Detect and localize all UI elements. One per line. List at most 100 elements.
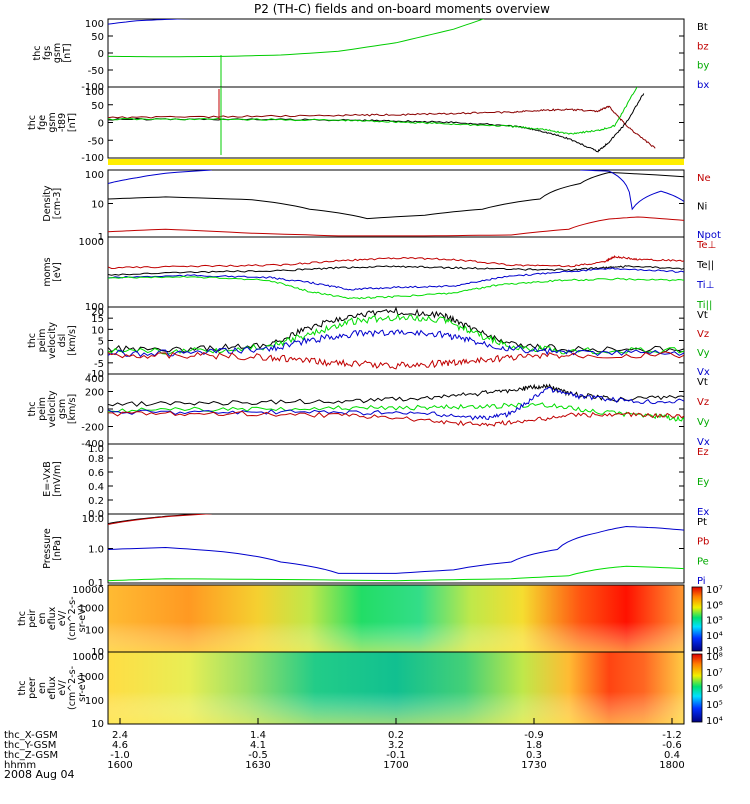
legend-entry: Ni: [697, 202, 707, 213]
ylabel-line: eflux: [47, 676, 58, 700]
ytick-label: 0.0: [88, 509, 104, 520]
ylabel-line: velocity: [47, 322, 58, 360]
ylabel-line: [nT]: [67, 113, 78, 132]
ylabel-line: peim: [37, 329, 48, 353]
panel-frame: [107, 169, 685, 238]
series-line: [108, 514, 212, 525]
series-line: [108, 87, 638, 135]
ephemeris-value: 3.2: [388, 740, 404, 751]
ylabel-line: thc: [17, 611, 28, 626]
legend-entry: Vt: [697, 377, 708, 388]
series-line: [108, 307, 684, 354]
series-line: [108, 19, 485, 58]
ytick-label: 10.0: [82, 514, 104, 525]
ylabel-line: en: [37, 613, 48, 625]
ylabel-line: Pressure: [42, 528, 53, 569]
legend-entry: Ey: [697, 477, 709, 488]
colorbar-label: 10⁵: [706, 616, 723, 627]
ylabel-line: thc: [17, 681, 28, 696]
ylabel-line: thc: [27, 402, 38, 417]
ephemeris-value: 1.8: [526, 740, 542, 751]
series-line: [108, 313, 684, 355]
series-line: [108, 383, 684, 407]
data-gap-bar: [108, 159, 684, 165]
series-line: [108, 525, 684, 574]
series-line: [108, 93, 645, 153]
ytick-label: 0: [98, 348, 104, 359]
ytick-label: 10: [91, 325, 104, 336]
legend-entry: Vz: [697, 397, 709, 408]
ytick-label: 0.2: [88, 496, 104, 507]
panel-frame: [107, 443, 685, 515]
legend-entry: Vt: [697, 310, 708, 321]
legend-entry: Vy: [697, 417, 710, 428]
legend-entry: Vx: [697, 437, 710, 448]
ylabel-line: fge: [37, 115, 48, 130]
series-line: [108, 275, 684, 300]
ytick-label: -100: [81, 82, 104, 93]
panel-peir_spectro: 10000 1000 100 10 thc peir en eflux eV/(cm^2-s-s…: [17, 584, 684, 658]
series-line: [108, 329, 684, 358]
ephemeris-value: -0.9: [524, 730, 544, 741]
ylabel-line: eflux: [47, 606, 58, 630]
panel-frame: [107, 18, 685, 88]
peir-spectrogram: [107, 584, 685, 653]
ylabel-line: gsm: [47, 112, 58, 132]
ephemeris-value: 1730: [521, 760, 546, 771]
ylabel-line: thc: [32, 46, 43, 61]
legend-entry: Pt: [697, 517, 707, 528]
ytick-label: 1000: [79, 603, 104, 614]
ytick-label: 1000: [79, 237, 104, 248]
plot-date: 2008 Aug 04: [4, 768, 74, 781]
ylabel-line: [nPa]: [52, 536, 63, 561]
ytick-label: 15: [91, 314, 104, 325]
ytick-label: 1.0: [88, 545, 104, 556]
series-line: [108, 19, 192, 25]
ytick-label: 5: [98, 337, 104, 348]
legend-entry: Npot: [697, 230, 721, 241]
ytick-label: 200: [85, 388, 104, 399]
panel-velocity_gsm: 400 200 0 -200 -400 thc peim velocity gsm [km/s] V…: [27, 373, 710, 450]
ylabel-line: sr-eV): [77, 605, 88, 633]
ylabel-line: [nT]: [62, 43, 73, 62]
series-line: [108, 386, 684, 421]
ylabel-line: E=-VxB: [42, 461, 53, 496]
ytick-label: 0: [98, 49, 104, 60]
ephemeris-label: thc_Y-GSM: [4, 740, 56, 751]
ytick-label: 100: [85, 302, 104, 313]
legend-entry: Ne: [697, 173, 711, 184]
ytick-label: 10: [91, 647, 104, 658]
legend-entry: Ez: [697, 447, 709, 458]
ytick-label: 10000: [72, 652, 104, 663]
colorbar-label: 10⁴: [706, 716, 723, 727]
ylabel-line: gsm: [52, 43, 63, 63]
ytick-label: 100: [85, 696, 104, 707]
panel-temps: 1000 100 moms [eV] Te⊥ Te|| Ti⊥ Ti||: [42, 236, 716, 313]
ylabel-line: thc: [27, 115, 38, 130]
ephemeris-value: 2.4: [112, 730, 128, 741]
colorbar-label: 10⁷: [706, 585, 723, 596]
ytick-label: 0.6: [88, 468, 104, 479]
ytick-label: 0.4: [88, 482, 104, 493]
ephemeris-value: -1.0: [110, 750, 130, 761]
ylabel-line: (cm^2-s-: [67, 666, 78, 710]
ephemeris-value: 0.4: [664, 750, 680, 761]
series-line: [108, 216, 684, 237]
ytick-label: 100: [85, 87, 104, 98]
ytick-label: 10: [91, 719, 104, 730]
ephemeris-label: thc_X-GSM: [4, 730, 58, 741]
panel-frame: [107, 306, 685, 375]
legend-entry: by: [697, 61, 709, 72]
ylabel-line: (cm^2-s-: [67, 597, 78, 641]
ephemeris-value: -0.6: [662, 740, 682, 751]
ytick-label: 0: [98, 405, 104, 416]
ylabel-line: velocity: [47, 390, 58, 428]
legend-entry: Pe: [697, 556, 709, 567]
ephemeris-value: 1600: [107, 760, 132, 771]
ytick-label: 400: [85, 374, 104, 385]
ephemeris-value: 0.3: [526, 750, 542, 761]
ylabel-line: en: [37, 682, 48, 694]
panel-fgs: 100 50 0 -50 -100 thc fgs gsm [nT] Bt bz by bx: [32, 18, 709, 93]
